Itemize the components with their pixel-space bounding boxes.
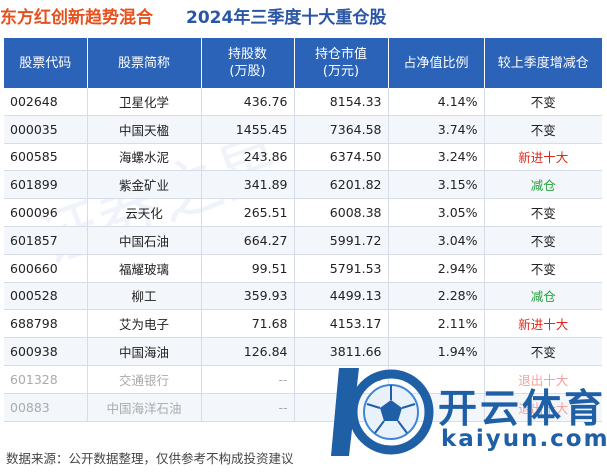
- net-value-ratio: 2.28%: [388, 282, 485, 311]
- market-value: 7364.58: [294, 115, 389, 144]
- table-row: 601899 紫金矿业 341.89 6201.82 3.15% 减仓: [4, 170, 602, 200]
- table-row: 000035 中国天楹 1455.45 7364.58 3.74% 不变: [4, 115, 602, 144]
- net-value-ratio: 4.14%: [388, 88, 485, 116]
- market-value: 4499.13: [294, 282, 389, 311]
- market-value: 5991.72: [294, 226, 389, 255]
- stock-code: 600585: [4, 143, 88, 172]
- position-change: 不变: [484, 226, 602, 255]
- stock-name: 艾为电子: [87, 309, 202, 339]
- stock-code: 000528: [4, 282, 88, 311]
- soccer-ball-logo-icon: [331, 368, 434, 456]
- logo-domain: kaiyun.com: [441, 426, 607, 452]
- table-header-row: 股票代码 股票简称 持股数 (万股) 持仓市值 (万元) 占净值比例 较上季度增…: [4, 38, 602, 88]
- table-row: 601857 中国石油 664.27 5991.72 3.04% 不变: [4, 226, 602, 255]
- stock-name: 紫金矿业: [87, 170, 202, 200]
- header-ratio: 占净值比例: [388, 38, 485, 88]
- market-value: 3811.66: [294, 337, 389, 366]
- stock-code: 002648: [4, 88, 88, 116]
- market-value: 6008.38: [294, 198, 389, 227]
- shares-held: 71.68: [201, 309, 295, 339]
- shares-held: 265.51: [201, 198, 295, 227]
- header-change: 较上季度增减仓: [484, 38, 602, 88]
- stock-name: 交通银行: [87, 365, 202, 394]
- shares-held: --: [201, 393, 295, 422]
- logo-name: 开云体育: [438, 387, 607, 432]
- stock-name: 中国海油: [87, 337, 202, 366]
- position-change: 新进十大: [484, 143, 602, 172]
- table-row: 600585 海螺水泥 243.86 6374.50 3.24% 新进十大: [4, 143, 602, 172]
- report-subtitle: 2024年三季度十大重仓股: [186, 8, 387, 28]
- shares-held: 664.27: [201, 226, 295, 255]
- stock-name: 福耀玻璃: [87, 254, 202, 283]
- stock-name: 中国石油: [87, 226, 202, 255]
- stock-code: 601899: [4, 170, 88, 200]
- stock-name: 中国天楹: [87, 115, 202, 144]
- position-change: 不变: [484, 115, 602, 144]
- stock-name: 云天化: [87, 198, 202, 227]
- stock-name: 中国海洋石油: [87, 393, 202, 422]
- stock-code: 600660: [4, 254, 88, 283]
- position-change: 不变: [484, 337, 602, 366]
- position-change: 退出十大: [484, 393, 602, 422]
- stock-code: 000035: [4, 115, 88, 144]
- net-value-ratio: 3.05%: [388, 198, 485, 227]
- market-value: 8154.33: [294, 88, 389, 116]
- table-row: 600660 福耀玻璃 99.51 5791.53 2.94% 不变: [4, 254, 602, 283]
- position-change: 新进十大: [484, 309, 602, 339]
- shares-held: --: [201, 365, 295, 394]
- net-value-ratio: 3.15%: [388, 170, 485, 200]
- header-shares: 持股数 (万股): [201, 38, 295, 88]
- shares-held: 243.86: [201, 143, 295, 172]
- position-change: 退出十大: [484, 365, 602, 394]
- net-value-ratio: 2.11%: [388, 309, 485, 339]
- market-value: 6201.82: [294, 170, 389, 200]
- market-value: 6374.50: [294, 143, 389, 172]
- stock-code: 688798: [4, 309, 88, 339]
- shares-held: 436.76: [201, 88, 295, 116]
- shares-held: 99.51: [201, 254, 295, 283]
- stock-code: 00883: [4, 393, 88, 422]
- table-row: 601328 交通银行 -- -- 退出十大: [4, 365, 602, 394]
- table-row: 600938 中国海油 126.84 3811.66 1.94% 不变: [4, 337, 602, 366]
- holdings-table: 股票代码 股票简称 持股数 (万股) 持仓市值 (万元) 占净值比例 较上季度增…: [4, 38, 602, 422]
- position-change: 不变: [484, 88, 602, 116]
- net-value-ratio: 3.24%: [388, 143, 485, 172]
- stock-code: 600938: [4, 337, 88, 366]
- stock-name: 海螺水泥: [87, 143, 202, 172]
- shares-held: 341.89: [201, 170, 295, 200]
- header-code: 股票代码: [4, 38, 88, 88]
- net-value-ratio: 2.94%: [388, 254, 485, 283]
- net-value-ratio: 3.74%: [388, 115, 485, 144]
- table-row: 688798 艾为电子 71.68 4153.17 2.11% 新进十大: [4, 309, 602, 339]
- net-value-ratio: 3.04%: [388, 226, 485, 255]
- stock-code: 600096: [4, 198, 88, 227]
- shares-held: 126.84: [201, 337, 295, 366]
- stock-code: 601857: [4, 226, 88, 255]
- stock-code: 601328: [4, 365, 88, 394]
- stock-name: 柳工: [87, 282, 202, 311]
- market-value: 5791.53: [294, 254, 389, 283]
- shares-held: 1455.45: [201, 115, 295, 144]
- table-row: 002648 卫星化学 436.76 8154.33 4.14% 不变: [4, 88, 602, 116]
- fund-name: 东方红创新趋势混合: [0, 8, 153, 28]
- kaiyun-logo: 开云体育 kaiyun.com: [325, 360, 607, 468]
- position-change: 不变: [484, 254, 602, 283]
- shares-held: 359.93: [201, 282, 295, 311]
- position-change: 减仓: [484, 282, 602, 311]
- table-row: 000528 柳工 359.93 4499.13 2.28% 减仓: [4, 282, 602, 311]
- data-source-note: 数据来源：公开数据整理，仅供参考不构成投资建议: [6, 451, 294, 466]
- header-value: 持仓市值 (万元): [294, 38, 389, 88]
- position-change: 不变: [484, 198, 602, 227]
- position-change: 减仓: [484, 170, 602, 200]
- table-row: 600096 云天化 265.51 6008.38 3.05% 不变: [4, 198, 602, 227]
- net-value-ratio: 1.94%: [388, 337, 485, 366]
- market-value: 4153.17: [294, 309, 389, 339]
- header-name: 股票简称: [87, 38, 202, 88]
- stock-name: 卫星化学: [87, 88, 202, 116]
- title-bar: 东方红创新趋势混合 2024年三季度十大重仓股: [0, 0, 607, 34]
